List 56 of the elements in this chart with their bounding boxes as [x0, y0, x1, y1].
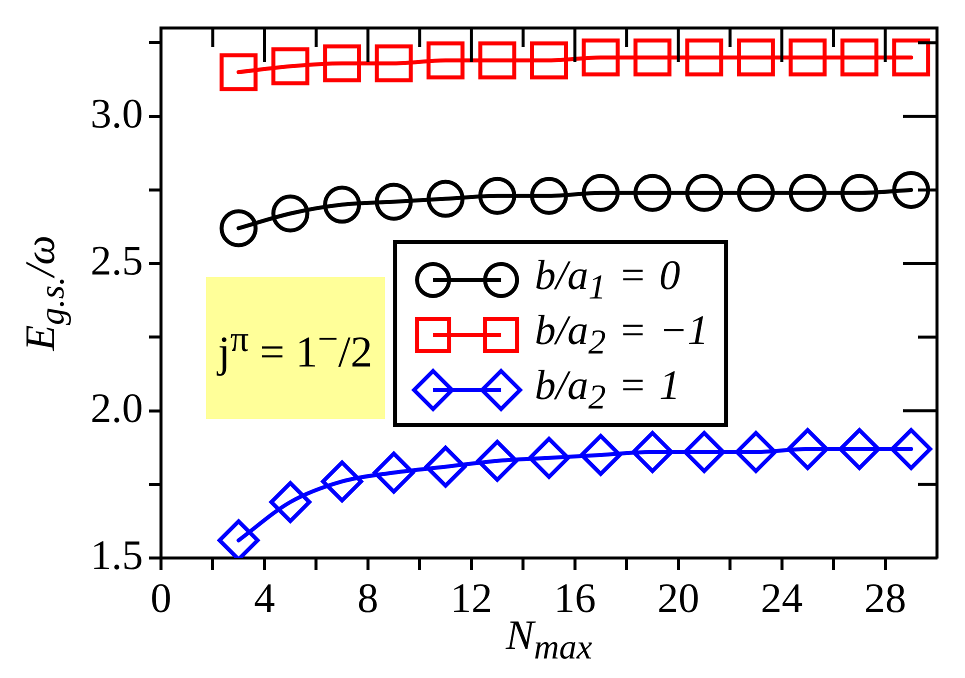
x-tick-label: 4 — [254, 576, 275, 622]
point — [685, 174, 724, 212]
point — [631, 431, 674, 473]
point — [271, 194, 310, 232]
point — [528, 436, 570, 479]
x-tick-label: 8 — [357, 576, 378, 622]
point — [683, 431, 726, 473]
point — [685, 38, 724, 76]
point — [271, 47, 310, 86]
legend-label: b/a$_{2}$ = 1 — [534, 362, 680, 418]
point — [736, 38, 775, 76]
point — [269, 481, 312, 524]
point — [374, 44, 413, 82]
point — [424, 446, 467, 488]
point — [788, 38, 827, 76]
point — [736, 174, 775, 212]
x-tick-label: 12 — [450, 576, 492, 622]
legend-label: b/a$_{1}$ = 0 — [534, 252, 680, 308]
point — [372, 452, 415, 494]
point — [890, 428, 932, 470]
point — [788, 174, 827, 212]
point — [220, 209, 258, 248]
point — [220, 53, 258, 92]
point — [892, 38, 930, 76]
y-tick-label: 2.0 — [90, 386, 143, 432]
point — [374, 182, 413, 221]
point — [530, 176, 568, 215]
point — [426, 41, 465, 80]
point — [530, 41, 568, 80]
point — [582, 38, 620, 76]
x-tick-label: 20 — [657, 576, 700, 622]
point — [580, 434, 622, 476]
point — [840, 38, 878, 76]
x-tick-label: 24 — [760, 576, 803, 622]
y-tick-label: 2.5 — [90, 238, 143, 285]
point — [734, 431, 777, 473]
point — [321, 460, 364, 502]
point — [426, 180, 465, 218]
point — [478, 41, 516, 80]
point — [323, 186, 362, 224]
point — [633, 174, 672, 212]
legend-label: b/a$_{2}$ = −1 — [534, 306, 709, 362]
point — [323, 44, 362, 82]
y-tick-label: 3.0 — [90, 91, 143, 138]
point — [476, 440, 518, 482]
point — [838, 428, 880, 470]
point — [478, 176, 516, 215]
point — [582, 174, 620, 212]
annotation: j$^{π}$ = 1$^{−}$/2 — [206, 276, 384, 420]
x-tick-label: 28 — [864, 576, 906, 622]
point — [892, 170, 930, 209]
x-tick-label: 0 — [150, 576, 172, 622]
point — [633, 38, 672, 76]
y-tick-label: 1.5 — [90, 533, 143, 580]
point — [840, 174, 878, 212]
point — [786, 428, 829, 470]
